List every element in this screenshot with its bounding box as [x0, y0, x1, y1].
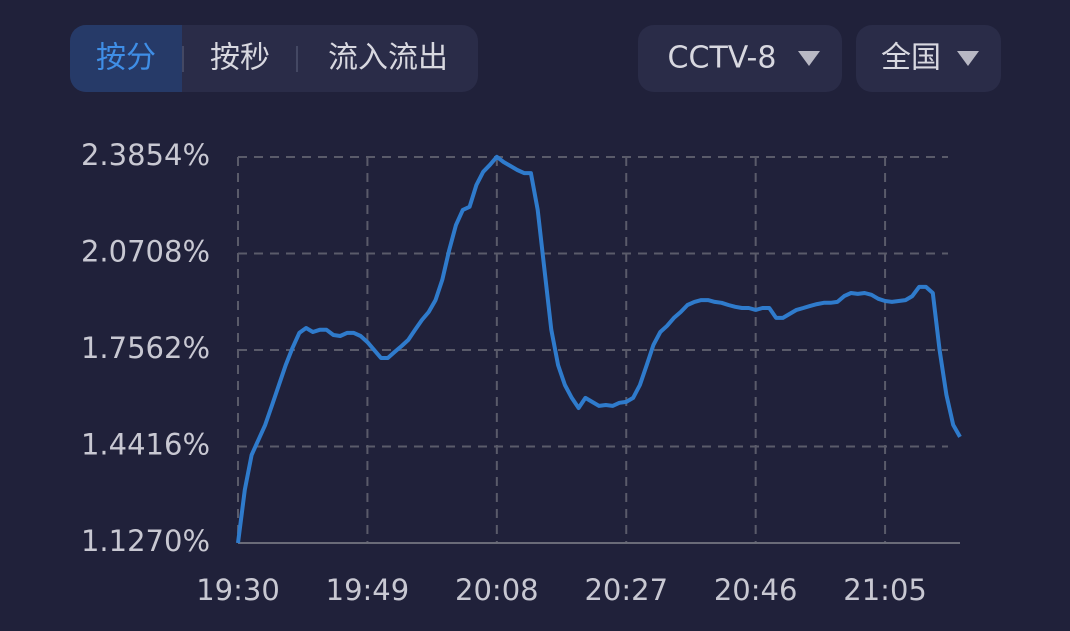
- tab[interactable]: 按秒: [210, 41, 270, 76]
- x-tick-label: 19:30: [196, 573, 280, 607]
- x-tick-label: 19:49: [326, 573, 410, 607]
- tab[interactable]: 按分: [96, 41, 156, 76]
- y-tick-label: 2.0708%: [81, 235, 210, 269]
- dropdown-arrow: [957, 51, 979, 66]
- tab-active-bg: [70, 25, 182, 92]
- chart: 1.1270% 1.4416% 1.7562% 2.0708% 2.3854% 19:30…: [81, 138, 962, 607]
- tab-group: 按分 按秒 流入流出: [70, 25, 478, 92]
- region-select[interactable]: 全国: [856, 25, 1001, 92]
- y-tick-label: 1.4416%: [81, 428, 210, 462]
- y-tick-label: 1.7562%: [81, 331, 210, 365]
- tab[interactable]: 流入流出: [328, 41, 448, 76]
- y-tick-label: 1.1270%: [81, 524, 210, 558]
- channel-select[interactable]: CCTV-8: [638, 25, 842, 92]
- dropdown[interactable]: [856, 25, 1001, 92]
- x-tick-label: 20:08: [455, 573, 539, 607]
- dropdown-arrow: [798, 51, 820, 66]
- x-tick-label: 21:05: [843, 573, 927, 607]
- x-tick-label: 20:27: [584, 573, 668, 607]
- dropdown[interactable]: [638, 25, 842, 92]
- data-line: [236, 154, 962, 544]
- y-tick-label: 2.3854%: [81, 138, 210, 172]
- dropdown-label: CCTV-8: [668, 41, 777, 76]
- dropdown-label: 全国: [881, 41, 941, 76]
- x-tick-label: 20:46: [714, 573, 798, 607]
